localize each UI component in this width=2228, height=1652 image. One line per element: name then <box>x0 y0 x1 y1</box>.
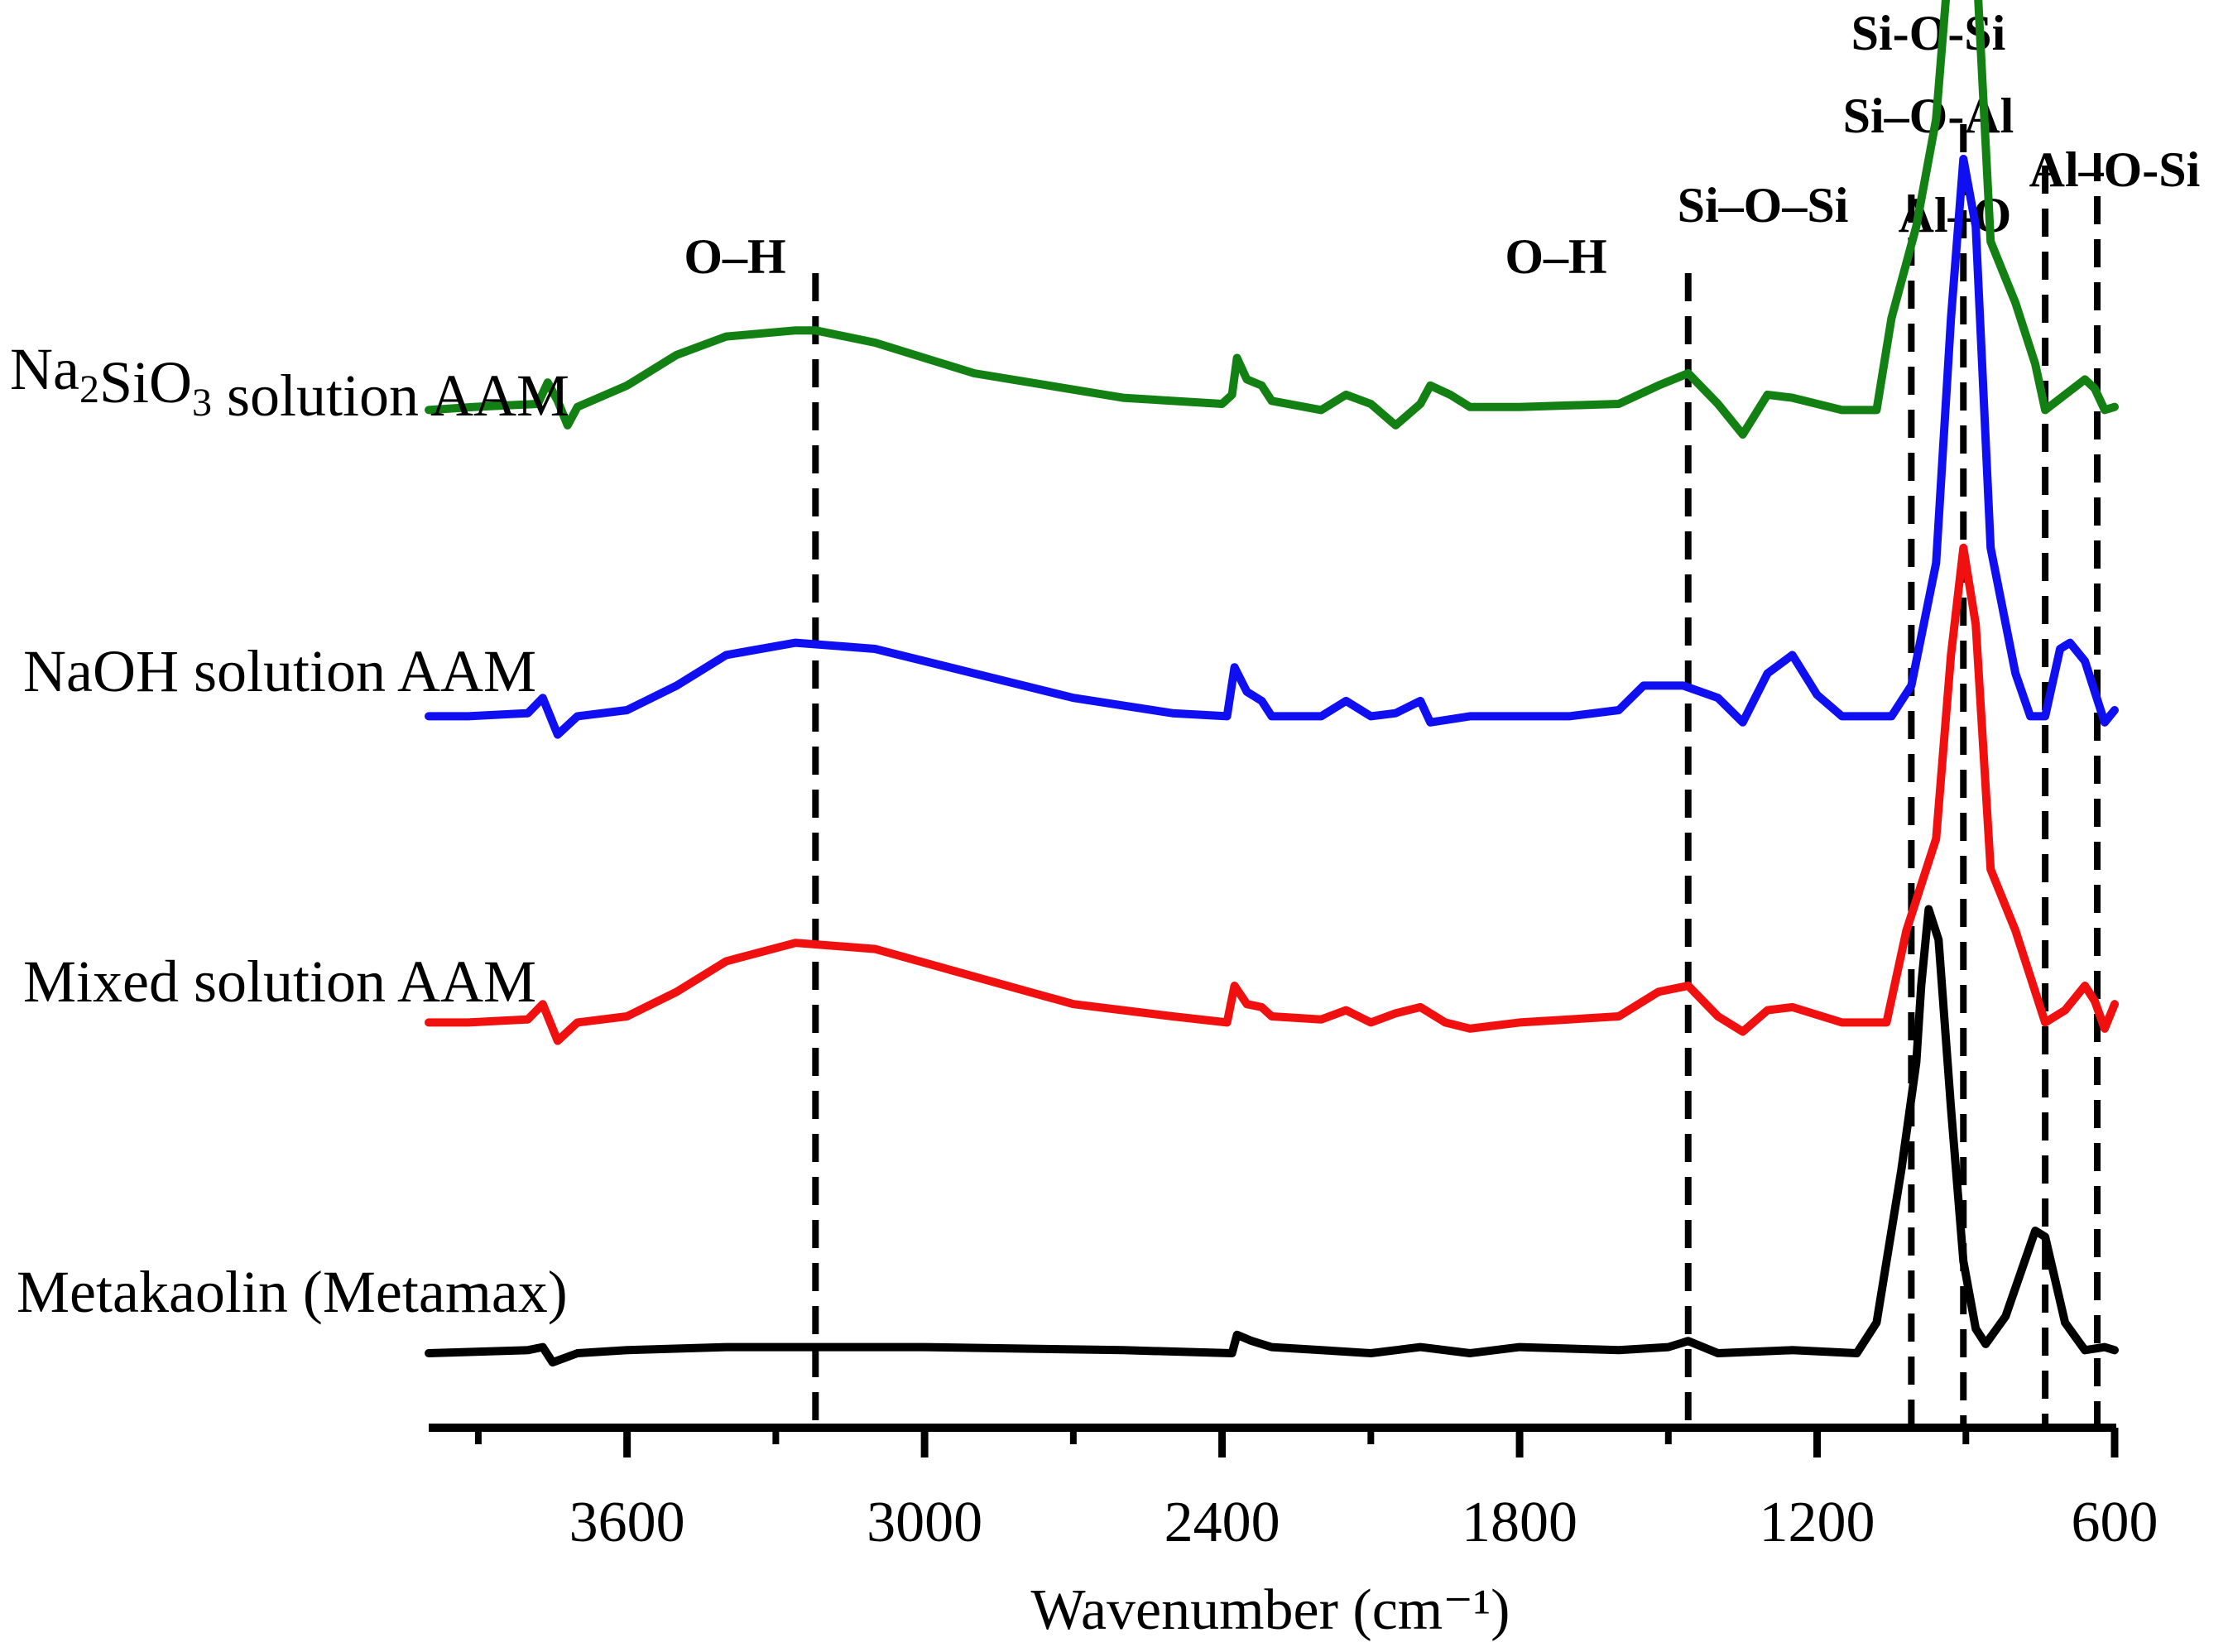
series-labels: Na2SiO3 solution AAM NaOH solution AAM Mix… <box>10 336 569 1325</box>
series-line <box>425 0 2119 439</box>
series-label: Na2SiO3 solution AAM <box>10 336 569 429</box>
x-tick-label: 1200 <box>1760 1491 1875 1554</box>
series-line <box>425 543 2119 1045</box>
band-label: Al–O-Si <box>2029 142 2201 197</box>
series-line <box>425 905 2119 1367</box>
band-label: Si–O–Si <box>1678 178 1849 233</box>
band-label: O–H <box>1505 229 1606 284</box>
band-label: O–H <box>684 229 785 284</box>
series-lines <box>425 0 2119 1367</box>
x-axis: 3600 3000 2400 1800 1200 600 <box>429 1424 2158 1554</box>
band-lines <box>812 124 2101 1428</box>
x-tick-label: 600 <box>2072 1491 2158 1554</box>
x-tick-label: 2400 <box>1164 1491 1280 1554</box>
x-tick-label: 1800 <box>1462 1491 1577 1554</box>
x-tick-label: 3600 <box>569 1491 685 1554</box>
series-line <box>425 155 2119 739</box>
series-label: Metakaolin (Metamax) <box>17 1259 568 1325</box>
x-axis-title: Wavenumber (cm⁻¹) <box>1030 1578 1510 1642</box>
x-tick-label: 3000 <box>867 1491 982 1554</box>
series-label: Mixed solution AAM <box>23 948 536 1015</box>
series-label: NaOH solution AAM <box>23 638 536 704</box>
